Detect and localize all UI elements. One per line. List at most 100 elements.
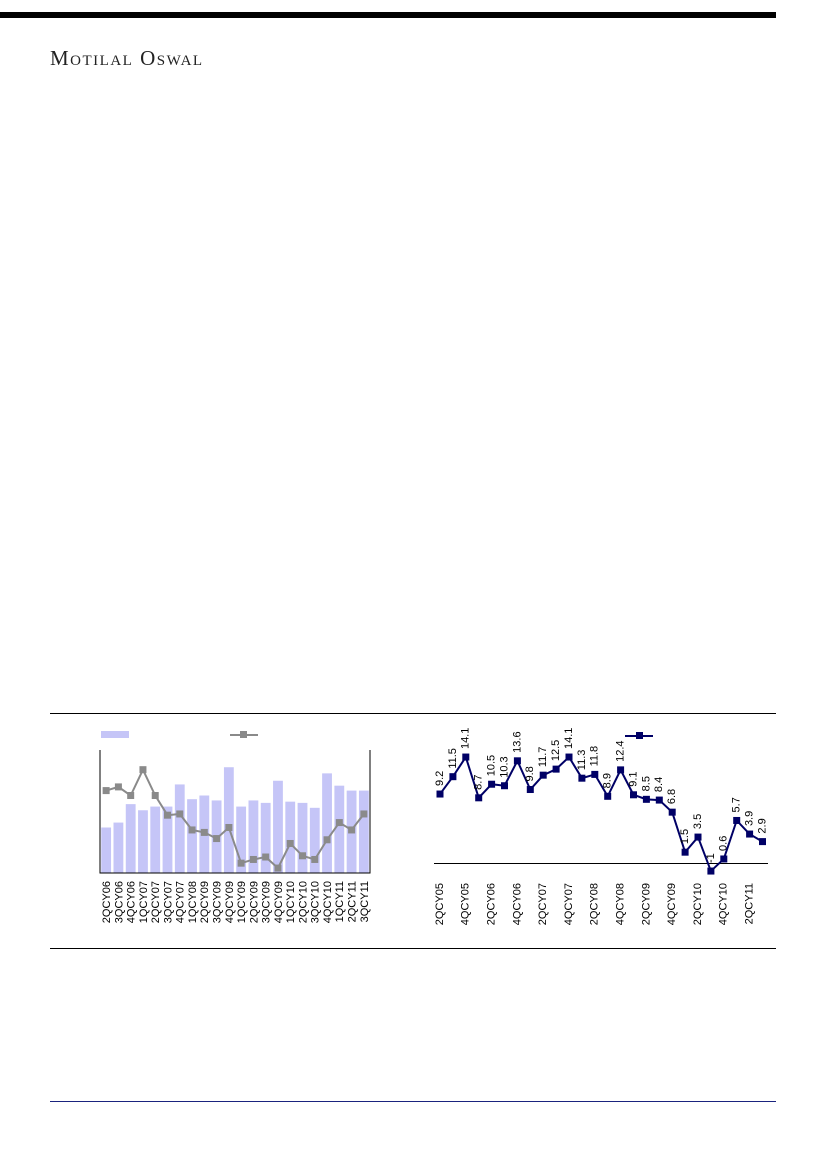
line	[105, 767, 365, 870]
x-tick-label: 2QCY09	[248, 881, 260, 923]
bar	[125, 804, 136, 873]
line-marker	[151, 792, 159, 800]
line-marker	[694, 833, 702, 841]
line-marker	[630, 791, 637, 799]
data-label: 14.1	[460, 728, 472, 749]
bar	[309, 807, 320, 873]
axis	[99, 750, 371, 874]
footer-rule	[50, 1101, 776, 1102]
line-marker	[176, 810, 184, 818]
bar	[273, 780, 283, 873]
data-label: 14.1	[563, 728, 575, 749]
x-tick-label: 2QCY06	[486, 883, 498, 925]
line-marker	[733, 816, 741, 824]
line-marker	[114, 783, 122, 791]
x-tick-label: 4QCY10	[718, 883, 730, 925]
x-tick-label: 2QCY07	[150, 881, 162, 923]
line-marker	[488, 780, 496, 788]
line-marker	[578, 774, 586, 782]
data-label: 2.9	[756, 818, 768, 833]
data-label: 3.9	[744, 811, 756, 826]
bar	[162, 806, 173, 873]
line-marker	[617, 766, 625, 774]
data-label: 10.5	[486, 755, 498, 776]
x-tick-label: 4QCY06	[126, 881, 138, 923]
x-tick-label: 2QCY06	[101, 881, 113, 923]
x-tick-label: 3QCY11	[359, 881, 371, 922]
data-label: 11.5	[447, 748, 459, 769]
line-marker	[707, 867, 715, 875]
data-label: 6.8	[666, 789, 678, 804]
line-marker	[501, 782, 508, 790]
line-marker	[526, 786, 534, 794]
line-marker	[591, 770, 599, 778]
x-tick-label: 1QCY11	[334, 881, 346, 922]
line-marker	[237, 859, 245, 867]
x-tick-label: 4QCY06	[511, 883, 523, 925]
line-marker	[604, 792, 612, 800]
x-tick-label: 1QCY07	[138, 881, 150, 923]
line-marker	[127, 792, 135, 800]
bar	[101, 827, 112, 873]
data-label: 10.3	[498, 756, 510, 777]
line-marker	[249, 855, 257, 863]
data-label: 12.5	[550, 740, 562, 761]
line-marker	[188, 826, 196, 834]
data-label: 11.3	[576, 750, 588, 771]
line-marker	[311, 855, 319, 863]
data-label: 8.9	[602, 773, 614, 788]
bar	[187, 799, 197, 873]
line-marker	[436, 790, 444, 798]
line-marker	[539, 771, 547, 779]
line-marker	[225, 823, 233, 831]
x-tick-label: 2QCY05	[434, 883, 446, 925]
x-tick-label: 2QCY11	[744, 883, 756, 924]
line-marker	[565, 753, 573, 761]
line-marker	[513, 757, 521, 765]
data-label: 8.4	[653, 777, 665, 792]
data-label: 5.7	[731, 797, 743, 812]
section-rule	[50, 713, 776, 714]
data-label: 13.6	[511, 731, 523, 752]
x-tick-label: 2QCY07	[537, 883, 549, 925]
x-tick-label: 4QCY05	[460, 883, 472, 925]
x-tick-label: 4QCY07	[175, 881, 187, 923]
data-label: 9.1	[627, 771, 639, 786]
x-tick-label: 3QCY09	[211, 881, 223, 923]
x-tick-label: 2QCY10	[297, 881, 309, 923]
line-marker	[323, 836, 331, 844]
line-marker	[164, 811, 171, 819]
legend-marker	[636, 732, 643, 739]
x-tick-label: 4QCY09	[273, 881, 285, 923]
line-marker	[462, 753, 470, 761]
line-marker	[746, 830, 754, 838]
line-marker	[200, 828, 208, 836]
x-tick-label: 4QCY07	[563, 883, 575, 925]
line-marker	[102, 787, 110, 795]
header-rule	[0, 12, 776, 18]
data-label: 8.5	[640, 776, 652, 791]
section-rule	[50, 948, 776, 949]
data-label: 1.5	[679, 829, 691, 844]
data-label: 11.8	[589, 746, 601, 767]
x-tick-label: 3QCY07	[162, 881, 174, 923]
line-marker	[681, 848, 689, 856]
bar	[334, 785, 345, 873]
x-tick-label: 4QCY08	[615, 883, 627, 925]
bar	[285, 801, 296, 873]
line-marker	[262, 853, 270, 861]
line-marker	[274, 864, 282, 872]
data-label: 0.6	[718, 836, 730, 851]
bar	[297, 802, 308, 873]
bar	[322, 773, 332, 873]
x-tick-label: 2QCY09	[640, 883, 652, 925]
data-label: 9.2	[434, 771, 446, 786]
x-tick-label: 3QCY10	[310, 881, 322, 923]
bar	[260, 802, 271, 873]
x-tick-label: 2QCY10	[692, 883, 704, 925]
x-tick-label: 1QCY10	[285, 881, 297, 923]
line-marker	[286, 839, 294, 847]
data-label: 12.4	[615, 740, 627, 761]
